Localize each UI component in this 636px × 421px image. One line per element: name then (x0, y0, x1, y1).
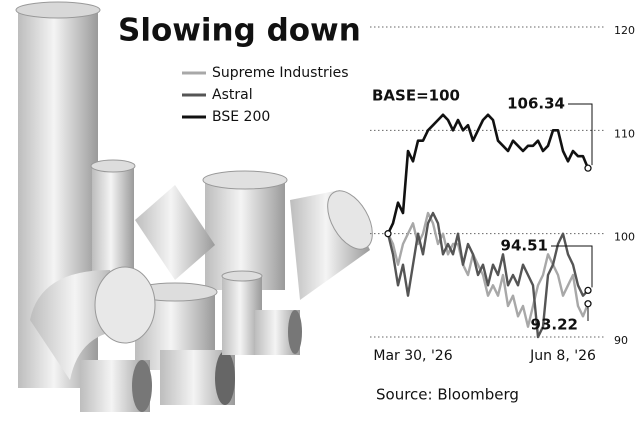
annotation: BASE=100 (372, 87, 460, 105)
series-line (388, 213, 588, 327)
series-line (388, 115, 588, 234)
data-label: 106.34 (507, 95, 565, 113)
data-label: 93.22 (531, 316, 578, 334)
chart: Slowing down BASE=100 Source: Bloomberg … (0, 0, 636, 421)
page: Slowing down BASE=100 Source: Bloomberg … (0, 0, 636, 421)
y-tick-label: 100 (614, 231, 635, 244)
start-marker (385, 231, 391, 237)
y-tick-label: 110 (614, 127, 635, 140)
pipes-illustration (16, 2, 382, 412)
end-marker (585, 301, 591, 307)
legend-label: Astral (212, 87, 253, 103)
chart-title: Slowing down (118, 13, 361, 49)
y-tick-label: 120 (614, 24, 635, 37)
legend-label: BSE 200 (212, 109, 270, 125)
data-label: 94.51 (501, 237, 548, 255)
legend-label: Supreme Industries (212, 65, 349, 81)
source-note: Source: Bloomberg (376, 386, 519, 404)
x-tick-label: Mar 30, '26 (373, 348, 452, 364)
end-marker (585, 165, 591, 171)
x-tick-label: Jun 8, '26 (529, 348, 596, 364)
end-marker (585, 287, 591, 293)
y-tick-label: 90 (614, 334, 628, 347)
